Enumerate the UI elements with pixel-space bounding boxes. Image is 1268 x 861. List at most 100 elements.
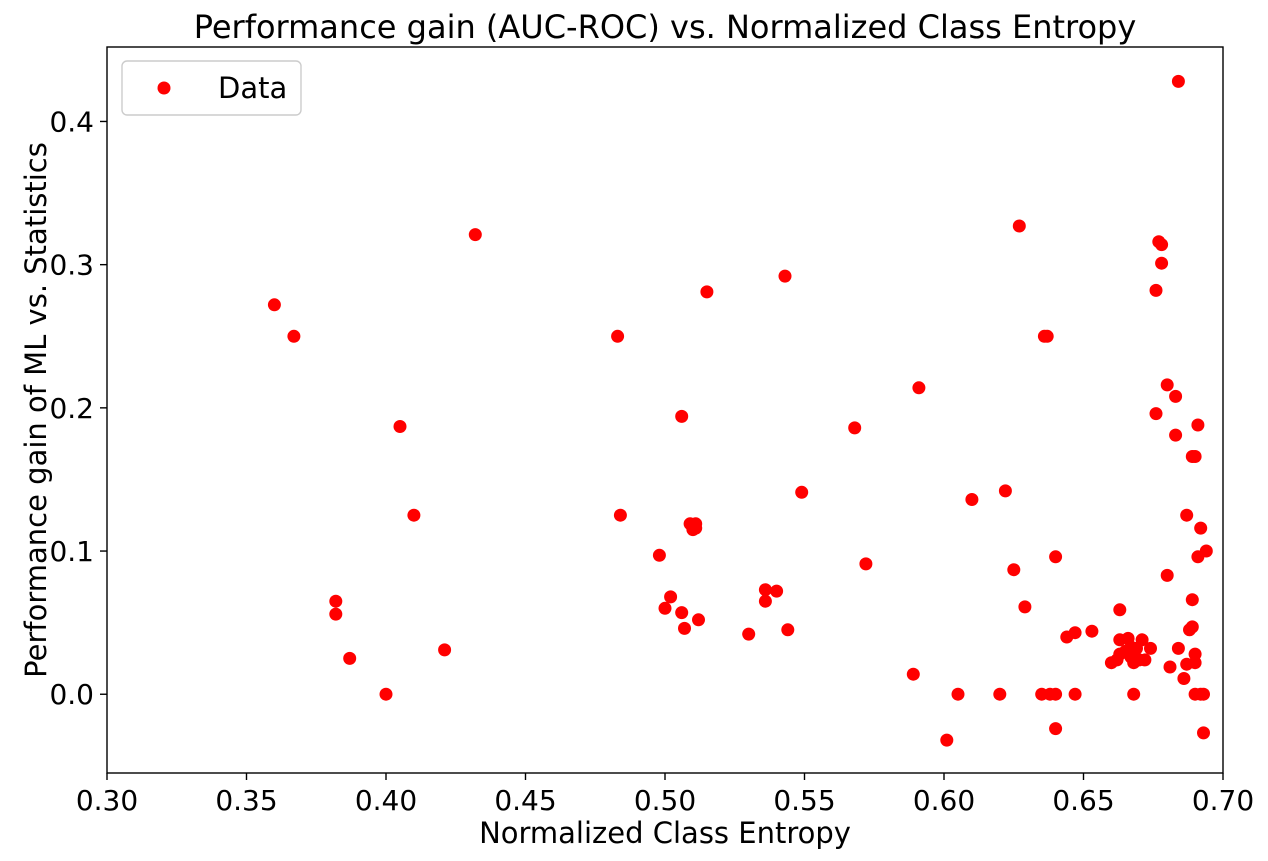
data-point: [848, 421, 862, 435]
data-point: [1049, 722, 1063, 736]
data-point: [951, 687, 965, 701]
data-point: [1199, 544, 1213, 558]
data-point: [912, 381, 926, 395]
data-point: [407, 508, 421, 522]
data-point: [1169, 428, 1183, 442]
data-point: [770, 584, 784, 598]
data-point: [1144, 641, 1157, 655]
data-point: [1160, 378, 1174, 392]
legend-box: [121, 60, 302, 116]
data-point: [1188, 656, 1202, 670]
data-point: [652, 548, 666, 562]
legend-label: Data: [218, 71, 287, 105]
data-point: [1177, 672, 1191, 685]
data-point: [675, 409, 689, 423]
data-point: [781, 623, 795, 637]
plot-area: [106, 46, 1224, 774]
x-tick-label: 0.50: [634, 784, 696, 817]
data-point: [940, 733, 954, 747]
data-point: [1185, 620, 1199, 634]
data-point: [1068, 687, 1082, 701]
data-point: [1149, 407, 1163, 421]
y-tick-label: 0.0: [49, 678, 94, 711]
y-tick-label: 0.3: [49, 249, 94, 282]
data-point: [1138, 653, 1152, 667]
data-point: [658, 601, 672, 615]
x-tick-label: 0.30: [76, 784, 138, 817]
y-tick-label: 0.2: [49, 392, 94, 425]
legend: Data: [121, 60, 302, 116]
data-point: [1127, 687, 1141, 701]
x-tick-label: 0.35: [215, 784, 277, 817]
data-point: [795, 485, 809, 499]
data-point: [675, 606, 689, 620]
data-point: [758, 583, 772, 597]
data-point: [1012, 219, 1026, 233]
x-tick-label: 0.60: [913, 784, 975, 817]
data-point: [1155, 256, 1169, 270]
x-tick-label: 0.55: [773, 784, 835, 817]
data-point: [393, 420, 407, 433]
data-point: [664, 590, 678, 604]
data-point: [689, 517, 703, 531]
data-point: [267, 298, 281, 312]
x-tick-label: 0.70: [1192, 784, 1254, 817]
plot-background: [107, 47, 1223, 773]
y-tick-label: 0.4: [49, 105, 94, 138]
data-point: [1185, 593, 1199, 607]
data-point: [998, 484, 1012, 498]
data-point: [379, 687, 393, 701]
data-point: [678, 621, 691, 635]
data-point: [742, 627, 756, 641]
data-point: [758, 594, 772, 608]
data-point: [1194, 521, 1208, 535]
data-point: [1191, 418, 1205, 432]
data-point: [1040, 329, 1054, 343]
data-point: [468, 228, 482, 242]
x-tick-label: 0.40: [355, 784, 417, 817]
data-point: [1155, 238, 1169, 252]
legend-marker: [157, 81, 171, 95]
data-point: [343, 651, 357, 665]
data-point: [1180, 508, 1194, 522]
data-point: [1018, 600, 1032, 614]
data-point: [692, 613, 705, 627]
data-point: [1113, 603, 1127, 617]
data-point: [1163, 660, 1177, 674]
data-point: [1149, 283, 1163, 297]
data-point: [778, 269, 792, 283]
data-point: [1049, 550, 1063, 564]
data-point: [1160, 568, 1174, 582]
y-axis-label: Performance gain of ML vs. Statistics: [19, 142, 53, 678]
data-point: [1171, 74, 1185, 88]
data-point: [906, 667, 920, 681]
y-tick-label: 0.1: [49, 535, 94, 568]
data-point: [1197, 726, 1210, 740]
data-point: [1197, 687, 1210, 701]
data-point: [611, 329, 625, 343]
data-point: [1135, 633, 1149, 647]
data-point: [1171, 641, 1185, 655]
data-points: [267, 74, 1213, 747]
data-point: [1085, 624, 1099, 638]
data-point: [859, 557, 873, 571]
x-axis-ticks: 0.30 0.35 0.40 0.45 0.50 0.55 0.60 0.65 0.70: [76, 773, 1254, 817]
chart-title: Performance gain (AUC-ROC) vs. Normalize…: [194, 8, 1137, 46]
x-tick-label: 0.45: [494, 784, 556, 817]
data-point: [329, 607, 343, 621]
data-point: [1007, 563, 1021, 577]
data-point: [1169, 389, 1183, 403]
data-point: [438, 643, 452, 657]
x-tick-label: 0.65: [1052, 784, 1114, 817]
data-point: [329, 594, 343, 608]
x-axis-label: Normalized Class Entropy: [479, 816, 851, 850]
data-point: [993, 687, 1007, 701]
data-point: [1188, 450, 1202, 463]
y-axis-ticks: 0.0 0.1 0.2 0.3 0.4: [49, 105, 107, 711]
data-point: [1049, 687, 1063, 701]
data-point: [287, 329, 301, 343]
data-point: [965, 493, 979, 506]
data-point: [1068, 626, 1082, 640]
data-point: [613, 508, 627, 522]
